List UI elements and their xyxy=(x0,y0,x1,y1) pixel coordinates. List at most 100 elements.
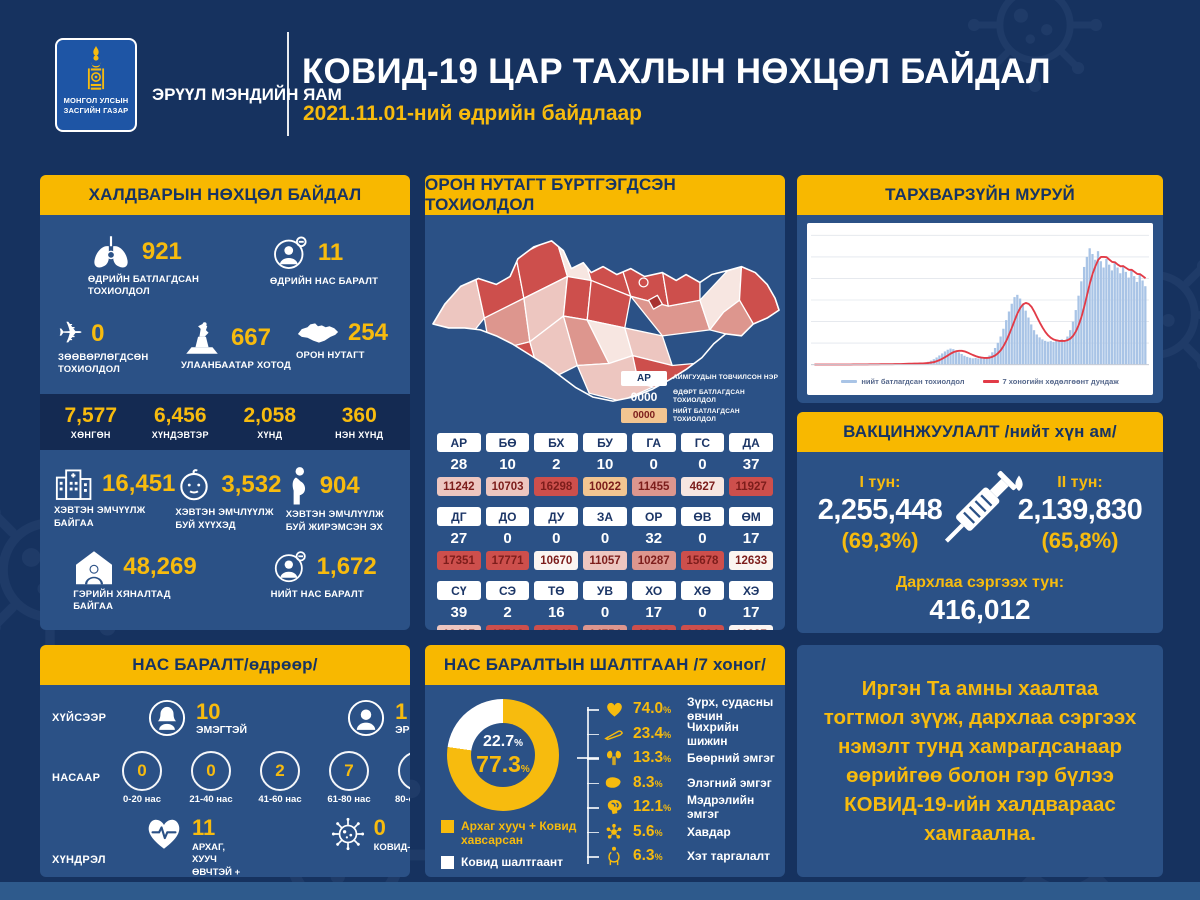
aimag-table-row-group: АР БӨ БХ БУ ГА ГС ДА 28 10 2 10 0 0 37 11242 10703 16298… xyxy=(437,433,773,496)
stat-label: ХЭВТЭН ЭМЧЛҮҮЛЖ БУЙ ХҮҮХЭД xyxy=(175,507,274,531)
aimag-code: ДА xyxy=(729,433,773,452)
stat-value: 3,532 xyxy=(221,471,282,499)
aimag-daily-value: 0 xyxy=(649,456,658,473)
aimag-code: ДУ xyxy=(534,507,579,526)
airplane-icon: ✈ xyxy=(58,315,84,351)
stat-ulaanbaatar: 667 УЛААНБААТАР ХОТОД xyxy=(181,319,291,377)
cause-pct: 13.3% xyxy=(633,749,679,767)
aimag-daily-value: 0 xyxy=(698,456,707,473)
stat-female-deaths: 10 ЭМЭГТЭЙ xyxy=(146,697,247,739)
aimag-code: ТӨ xyxy=(534,581,579,600)
cause-row-cancer: 5.6% Хавдар xyxy=(587,820,777,845)
booster-value: 416,012 xyxy=(929,594,1031,625)
cause-value: 13.3 xyxy=(633,749,664,767)
panel-title: ВАКЦИНЖУУЛАЛТ /нийт хүн ам/ xyxy=(797,412,1163,452)
map-legend: АР АЙМГУУДЫН ТОВЧИЛСОН НЭР 0000 ӨДӨРТ БА… xyxy=(621,370,779,428)
dose1-stat: I тун: 2,255,448 (69,3%) xyxy=(805,474,955,554)
stat-value: 48,269 xyxy=(123,553,197,581)
page-title: КОВИД-19 ЦАР ТАХЛЫН НӨХЦӨЛ БАЙДАЛ xyxy=(302,52,1051,91)
row-label-age: НАСААР xyxy=(52,772,101,785)
yellow-swatch xyxy=(441,820,454,833)
panel-title: НАС БАРАЛТЫН ШАЛТГААН /7 хоног/ xyxy=(425,645,785,685)
regional-cases-panel: ОРОН НУТАГТ БҮРТГЭГДСЭН ТОХИОЛДОЛ xyxy=(425,175,785,630)
header-divider xyxy=(287,32,289,136)
age-label: 41-60 нас xyxy=(258,794,302,805)
percent-sign: % xyxy=(663,729,672,740)
syringe-icon xyxy=(928,456,1032,565)
line-swatch xyxy=(982,379,999,383)
age-value: 7 xyxy=(329,751,369,791)
stat-value: 11 xyxy=(192,814,216,840)
female-icon xyxy=(146,697,188,739)
severity-label: ХӨНГӨН xyxy=(70,430,111,441)
stat-label: ХЭВТЭН ЭМЧЛҮҮЛЖ БУЙ ЖИРЭМСЭН ЭХ xyxy=(285,509,384,533)
cause-label: Зүрх, судасны өвчин xyxy=(687,695,774,724)
home-care-icon xyxy=(73,548,115,586)
mongolia-map-icon xyxy=(296,320,340,346)
tumor-icon xyxy=(603,823,625,841)
soyombo-icon xyxy=(87,46,105,90)
dose1-label: I тун: xyxy=(859,474,901,491)
percent-sign: % xyxy=(654,778,663,789)
aimag-code: ГА xyxy=(631,433,676,452)
stat-label: ХЭВТЭН ЭМЧҮҮЛЖ БАЙГАА xyxy=(54,505,146,529)
aimag-total-value: 10022 xyxy=(583,477,627,496)
aimag-total-value: 10287 xyxy=(631,551,676,570)
stat-children: 3,532 ХЭВТЭН ЭМЧЛҮҮЛЖ БУЙ ХҮҮХЭД xyxy=(175,466,285,534)
aimag-total-value: 16294 xyxy=(680,625,725,630)
curve-legend: нийт батлагдсан тохиолдол 7 хоногийн хөд… xyxy=(809,373,1151,389)
aimag-total-value: 13346 xyxy=(534,625,579,630)
cause-donut: 22.7% 77.3% xyxy=(447,699,559,811)
heart-icon xyxy=(603,700,625,718)
aimag-total-value: 12633 xyxy=(729,551,773,570)
severity-value: 6,456 xyxy=(153,404,207,428)
obesity-icon xyxy=(603,846,625,866)
legend-comorbid: Архаг хууч + Ковид хавсарсан xyxy=(441,819,587,848)
aimag-total-value: 18623 xyxy=(631,625,676,630)
cause-row-neuro: 12.1% Мэдрэлийн эмгэг xyxy=(587,793,777,821)
aimag-code: ӨМ xyxy=(729,507,773,526)
aimag-code: БӨ xyxy=(485,433,530,452)
daily-deaths-panel: НАС БАРАЛТ/өдрөөр/ ХҮЙСЭЭР 10 ЭМЭГТЭЙ xyxy=(40,645,410,877)
stat-value: 1 xyxy=(395,698,408,724)
aimag-total-value: 12487 xyxy=(437,625,481,630)
aimag-code-row: СҮ СЭ ТӨ УВ ХО ХӨ ХЭ xyxy=(437,581,773,600)
age-bucket-41-60: 2 41-60 нас xyxy=(254,751,306,806)
stat-label: УЛААНБААТАР ХОТОД xyxy=(180,359,291,371)
severity-label: ХҮНД xyxy=(257,430,283,441)
cause-label: Элэгний эмгэг xyxy=(687,775,772,790)
severity-severe: 2,058 ХҮНД xyxy=(225,404,315,440)
aimag-daily-value: 17 xyxy=(742,604,760,621)
stat-comorbid-deaths: 11 АРХАГ, ХУУЧ ӨВЧТЭЙ + КОВИД ХАВСАРСАН xyxy=(144,814,252,877)
stat-label: ӨДРИЙН БАТЛАГДСАН ТОХИОЛДОЛ xyxy=(87,274,200,298)
age-label: 21-40 нас xyxy=(189,794,233,805)
severity-value: 7,577 xyxy=(64,404,118,428)
cause-value: 74.0 xyxy=(633,700,664,718)
legend-label: АЙМГУУДЫН ТОВЧИЛСОН НЭР xyxy=(673,373,779,381)
booster-stat: Дархлаа сэргээх тун: 416,012 xyxy=(797,574,1163,626)
aimag-daily-row: 28 10 2 10 0 0 37 xyxy=(437,455,773,474)
aimag-total-row: 12487 15512 13346 14754 18623 16294 11387 xyxy=(437,625,773,630)
stat-total-deaths: 1,672 НИЙТ НАС БАРАЛТ xyxy=(271,548,377,614)
aimag-total-value: 4627 xyxy=(680,477,725,496)
monument-icon xyxy=(181,319,223,357)
aimag-code: УВ xyxy=(583,581,627,600)
aimag-daily-row: 27 0 0 0 32 0 17 xyxy=(437,529,773,548)
cause-list: 74.0% Зүрх, судасны өвчин 23.4% Чихрийн … xyxy=(587,695,777,876)
page-subtitle: 2021.11.01-ний өдрийн байдлаар xyxy=(303,102,643,125)
public-message: Иргэн Та амны хаалтаа тогтмол зүүж, дарх… xyxy=(823,676,1137,846)
cause-value: 12.1 xyxy=(633,798,664,816)
aimag-code: АР xyxy=(437,433,481,452)
stat-value: 254 xyxy=(347,318,388,346)
dose1-percent: (69,3%) xyxy=(841,528,919,553)
aimag-daily-value: 0 xyxy=(600,604,610,621)
aimag-code: СҮ xyxy=(437,581,481,600)
dose2-value: 2,139,830 xyxy=(1017,494,1143,526)
percent-sign: % xyxy=(654,827,663,838)
stat-label: ӨДРИЙН НАС БАРАЛТ xyxy=(269,276,379,287)
aimag-daily-value: 0 xyxy=(698,530,707,547)
kidney-icon xyxy=(603,749,625,767)
stat-rural: 254 ОРОН НУТАГТ xyxy=(296,319,388,377)
donut-comorbid-pct: 77.3% xyxy=(476,751,530,778)
